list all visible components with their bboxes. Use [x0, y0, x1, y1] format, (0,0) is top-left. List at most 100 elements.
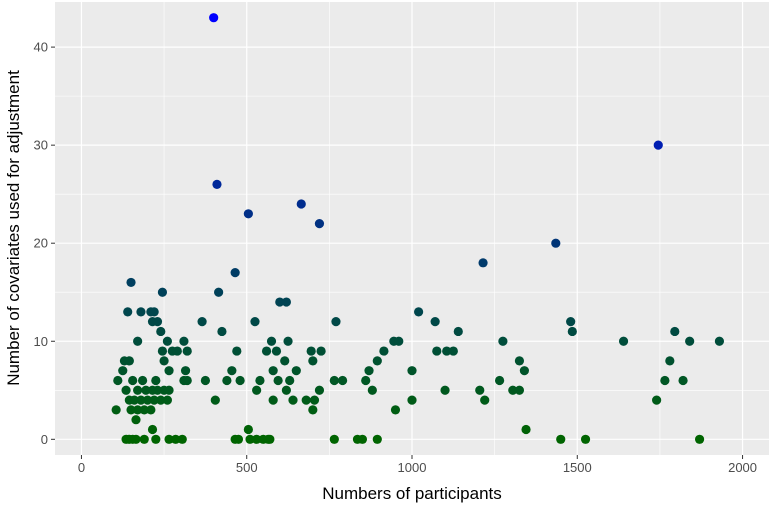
data-point: [296, 199, 306, 209]
data-point: [498, 336, 508, 346]
data-point: [678, 375, 688, 386]
data-point: [283, 336, 293, 346]
data-point: [665, 356, 675, 366]
data-point: [214, 287, 224, 297]
data-point: [212, 179, 222, 189]
data-point: [660, 375, 670, 386]
data-point: [316, 346, 326, 356]
data-point: [308, 405, 318, 415]
data-point: [567, 326, 577, 337]
data-point: [653, 140, 663, 150]
data-point: [179, 336, 189, 346]
data-point: [281, 297, 291, 307]
data-point: [714, 336, 725, 346]
data-point: [162, 336, 172, 346]
data-point: [329, 434, 339, 444]
data-point: [478, 258, 488, 268]
data-point: [243, 209, 253, 219]
data-point: [275, 297, 285, 307]
data-point: [222, 375, 232, 386]
data-point: [133, 385, 143, 395]
data-point: [618, 336, 629, 346]
data-point: [118, 366, 128, 376]
y-tick-label: 10: [34, 334, 48, 349]
data-point: [480, 395, 490, 405]
data-point: [210, 395, 220, 405]
data-point: [266, 336, 277, 346]
data-point: [162, 395, 172, 405]
data-point: [123, 307, 133, 317]
x-axis-ticks: 0 500 1000 1500 2000: [78, 455, 757, 475]
data-point: [139, 434, 149, 444]
x-axis-title: Numbers of participants: [322, 484, 502, 503]
data-point: [514, 385, 525, 395]
data-point: [136, 307, 146, 317]
data-point: [227, 366, 237, 376]
data-point: [301, 395, 311, 405]
data-point: [252, 385, 262, 395]
data-point: [142, 395, 153, 405]
data-point: [508, 385, 518, 395]
data-point: [156, 326, 166, 337]
data-point: [306, 346, 316, 356]
data-point: [149, 395, 159, 405]
x-tick-label: 1000: [398, 460, 427, 475]
data-point: [136, 395, 146, 405]
data-point: [164, 385, 174, 395]
data-point: [252, 434, 262, 444]
data-point: [337, 375, 348, 386]
data-point: [152, 385, 163, 395]
data-point: [694, 434, 705, 444]
data-point: [159, 356, 169, 366]
data-point: [364, 366, 374, 376]
data-point: [151, 434, 161, 444]
data-point: [268, 395, 278, 405]
data-point: [357, 434, 368, 444]
data-point: [180, 366, 191, 376]
data-point: [514, 356, 525, 366]
data-point: [308, 356, 318, 366]
data-point: [652, 395, 662, 405]
data-point: [265, 434, 275, 444]
y-axis-title: Number of covariates used for adjustment: [4, 70, 23, 386]
data-point: [250, 317, 260, 327]
data-point: [448, 346, 458, 356]
data-point: [164, 434, 174, 444]
data-point: [157, 346, 168, 356]
data-point: [111, 405, 121, 415]
data-point: [268, 366, 278, 376]
data-point: [209, 13, 219, 23]
data-point: [133, 405, 143, 415]
major-gridlines: [55, 2, 769, 455]
data-point: [440, 385, 450, 395]
data-point: [407, 366, 417, 376]
data-point: [361, 375, 371, 386]
data-point: [521, 424, 531, 435]
data-point: [261, 346, 272, 356]
y-tick-label: 20: [34, 236, 48, 251]
data-point: [131, 434, 141, 444]
data-point: [551, 238, 561, 248]
data-point: [314, 385, 325, 395]
data-point: [314, 218, 325, 229]
data-point: [580, 434, 591, 444]
data-point: [133, 336, 143, 346]
data-point: [556, 434, 566, 444]
data-point: [139, 405, 149, 415]
data-point: [197, 317, 207, 327]
data-point: [230, 268, 240, 278]
data-point: [157, 287, 168, 297]
data-point: [280, 356, 290, 366]
data-point: [141, 385, 151, 395]
data-point: [232, 346, 242, 356]
data-point: [129, 395, 139, 405]
data-point: [235, 375, 245, 386]
data-point: [172, 346, 182, 356]
data-point: [171, 434, 181, 444]
data-point: [217, 326, 227, 337]
data-point: [271, 346, 282, 356]
data-point: [137, 375, 148, 386]
data-point: [432, 346, 442, 356]
data-point: [147, 424, 158, 435]
data-point: [152, 317, 163, 327]
